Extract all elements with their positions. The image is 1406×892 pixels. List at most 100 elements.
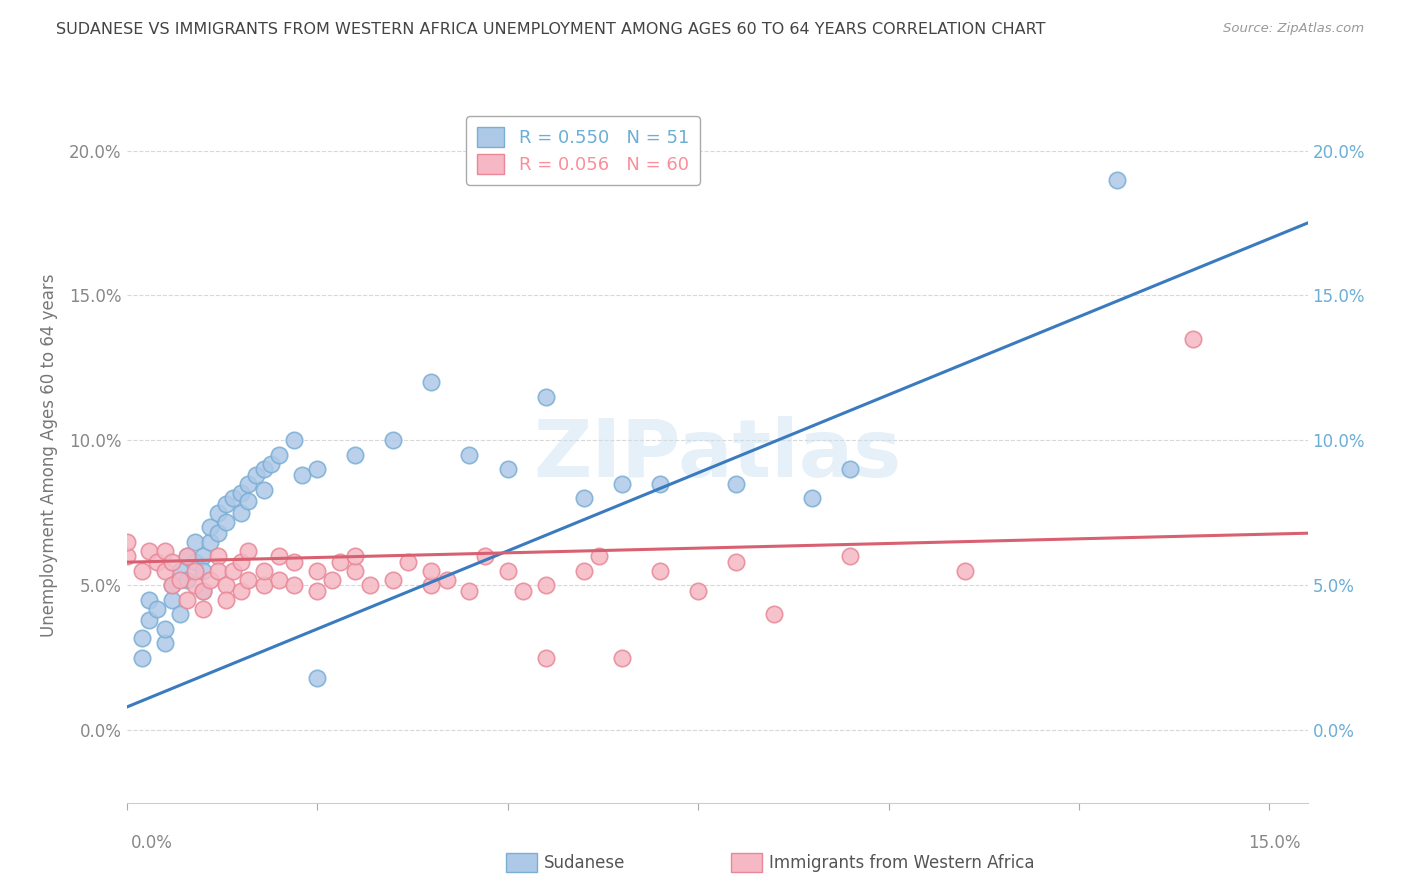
Point bbox=[238, 494, 260, 508]
Point bbox=[291, 468, 314, 483]
Point bbox=[176, 592, 198, 607]
Point bbox=[169, 564, 191, 578]
Point bbox=[344, 549, 367, 564]
Point bbox=[138, 613, 160, 627]
Point bbox=[420, 376, 443, 390]
Point bbox=[839, 462, 862, 476]
Point bbox=[763, 607, 786, 622]
Point bbox=[1107, 172, 1129, 186]
Point bbox=[420, 578, 443, 592]
Point bbox=[176, 549, 198, 564]
Point bbox=[153, 543, 176, 558]
Point bbox=[267, 549, 290, 564]
Point bbox=[146, 555, 169, 569]
Point bbox=[138, 543, 160, 558]
Point bbox=[344, 564, 367, 578]
Point bbox=[238, 573, 260, 587]
Point bbox=[245, 468, 267, 483]
Point bbox=[162, 592, 184, 607]
Point bbox=[329, 555, 352, 569]
Point bbox=[214, 592, 236, 607]
Point bbox=[648, 564, 671, 578]
Point bbox=[953, 564, 976, 578]
Point bbox=[253, 462, 276, 476]
Point bbox=[344, 448, 367, 462]
Point bbox=[200, 520, 222, 534]
Point bbox=[253, 483, 276, 497]
Point bbox=[115, 534, 138, 549]
Point bbox=[131, 564, 153, 578]
Point bbox=[725, 476, 748, 491]
Point bbox=[305, 462, 328, 476]
Point bbox=[398, 555, 420, 569]
Point bbox=[169, 607, 191, 622]
Point bbox=[153, 564, 176, 578]
Point bbox=[214, 497, 236, 511]
Y-axis label: Unemployment Among Ages 60 to 64 years: Unemployment Among Ages 60 to 64 years bbox=[39, 273, 58, 637]
Point bbox=[436, 573, 458, 587]
Point bbox=[184, 564, 207, 578]
Point bbox=[305, 671, 328, 685]
Point bbox=[222, 564, 245, 578]
Point bbox=[512, 584, 534, 599]
Point bbox=[496, 462, 519, 476]
Point bbox=[207, 549, 229, 564]
Point bbox=[572, 564, 595, 578]
Point bbox=[458, 448, 481, 462]
Point bbox=[138, 592, 160, 607]
Point bbox=[191, 549, 214, 564]
Point bbox=[229, 506, 252, 520]
Point bbox=[176, 549, 198, 564]
Point bbox=[131, 631, 153, 645]
Text: 0.0%: 0.0% bbox=[131, 834, 173, 852]
Point bbox=[382, 573, 405, 587]
Point bbox=[725, 555, 748, 569]
Point bbox=[162, 578, 184, 592]
Point bbox=[207, 526, 229, 541]
Point bbox=[610, 651, 633, 665]
Point bbox=[648, 476, 671, 491]
Point bbox=[184, 534, 207, 549]
Point bbox=[200, 534, 222, 549]
Point bbox=[420, 564, 443, 578]
Point bbox=[238, 543, 260, 558]
Point bbox=[1182, 332, 1205, 346]
Point bbox=[200, 573, 222, 587]
Text: Sudanese: Sudanese bbox=[544, 854, 626, 871]
Point bbox=[162, 578, 184, 592]
Point bbox=[305, 564, 328, 578]
Point bbox=[283, 434, 305, 448]
Point bbox=[229, 584, 252, 599]
Point bbox=[588, 549, 610, 564]
Point bbox=[359, 578, 381, 592]
Point bbox=[534, 578, 557, 592]
Point bbox=[267, 448, 290, 462]
Point bbox=[474, 549, 496, 564]
Point bbox=[176, 573, 198, 587]
Point bbox=[253, 564, 276, 578]
Point bbox=[229, 485, 252, 500]
Point bbox=[839, 549, 862, 564]
Point bbox=[610, 476, 633, 491]
Point bbox=[222, 491, 245, 506]
Point bbox=[305, 584, 328, 599]
Point bbox=[115, 549, 138, 564]
Point bbox=[207, 506, 229, 520]
Point bbox=[534, 390, 557, 404]
Legend: R = 0.550   N = 51, R = 0.056   N = 60: R = 0.550 N = 51, R = 0.056 N = 60 bbox=[467, 116, 700, 185]
Point bbox=[184, 578, 207, 592]
Point bbox=[260, 457, 283, 471]
Text: 15.0%: 15.0% bbox=[1249, 834, 1301, 852]
Point bbox=[191, 564, 214, 578]
Point bbox=[686, 584, 709, 599]
Point bbox=[321, 573, 343, 587]
Point bbox=[496, 564, 519, 578]
Text: Immigrants from Western Africa: Immigrants from Western Africa bbox=[769, 854, 1035, 871]
Point bbox=[214, 515, 236, 529]
Point bbox=[169, 573, 191, 587]
Point bbox=[153, 622, 176, 636]
Point bbox=[214, 578, 236, 592]
Point bbox=[458, 584, 481, 599]
Point bbox=[229, 555, 252, 569]
Text: ZIPatlas: ZIPatlas bbox=[533, 416, 901, 494]
